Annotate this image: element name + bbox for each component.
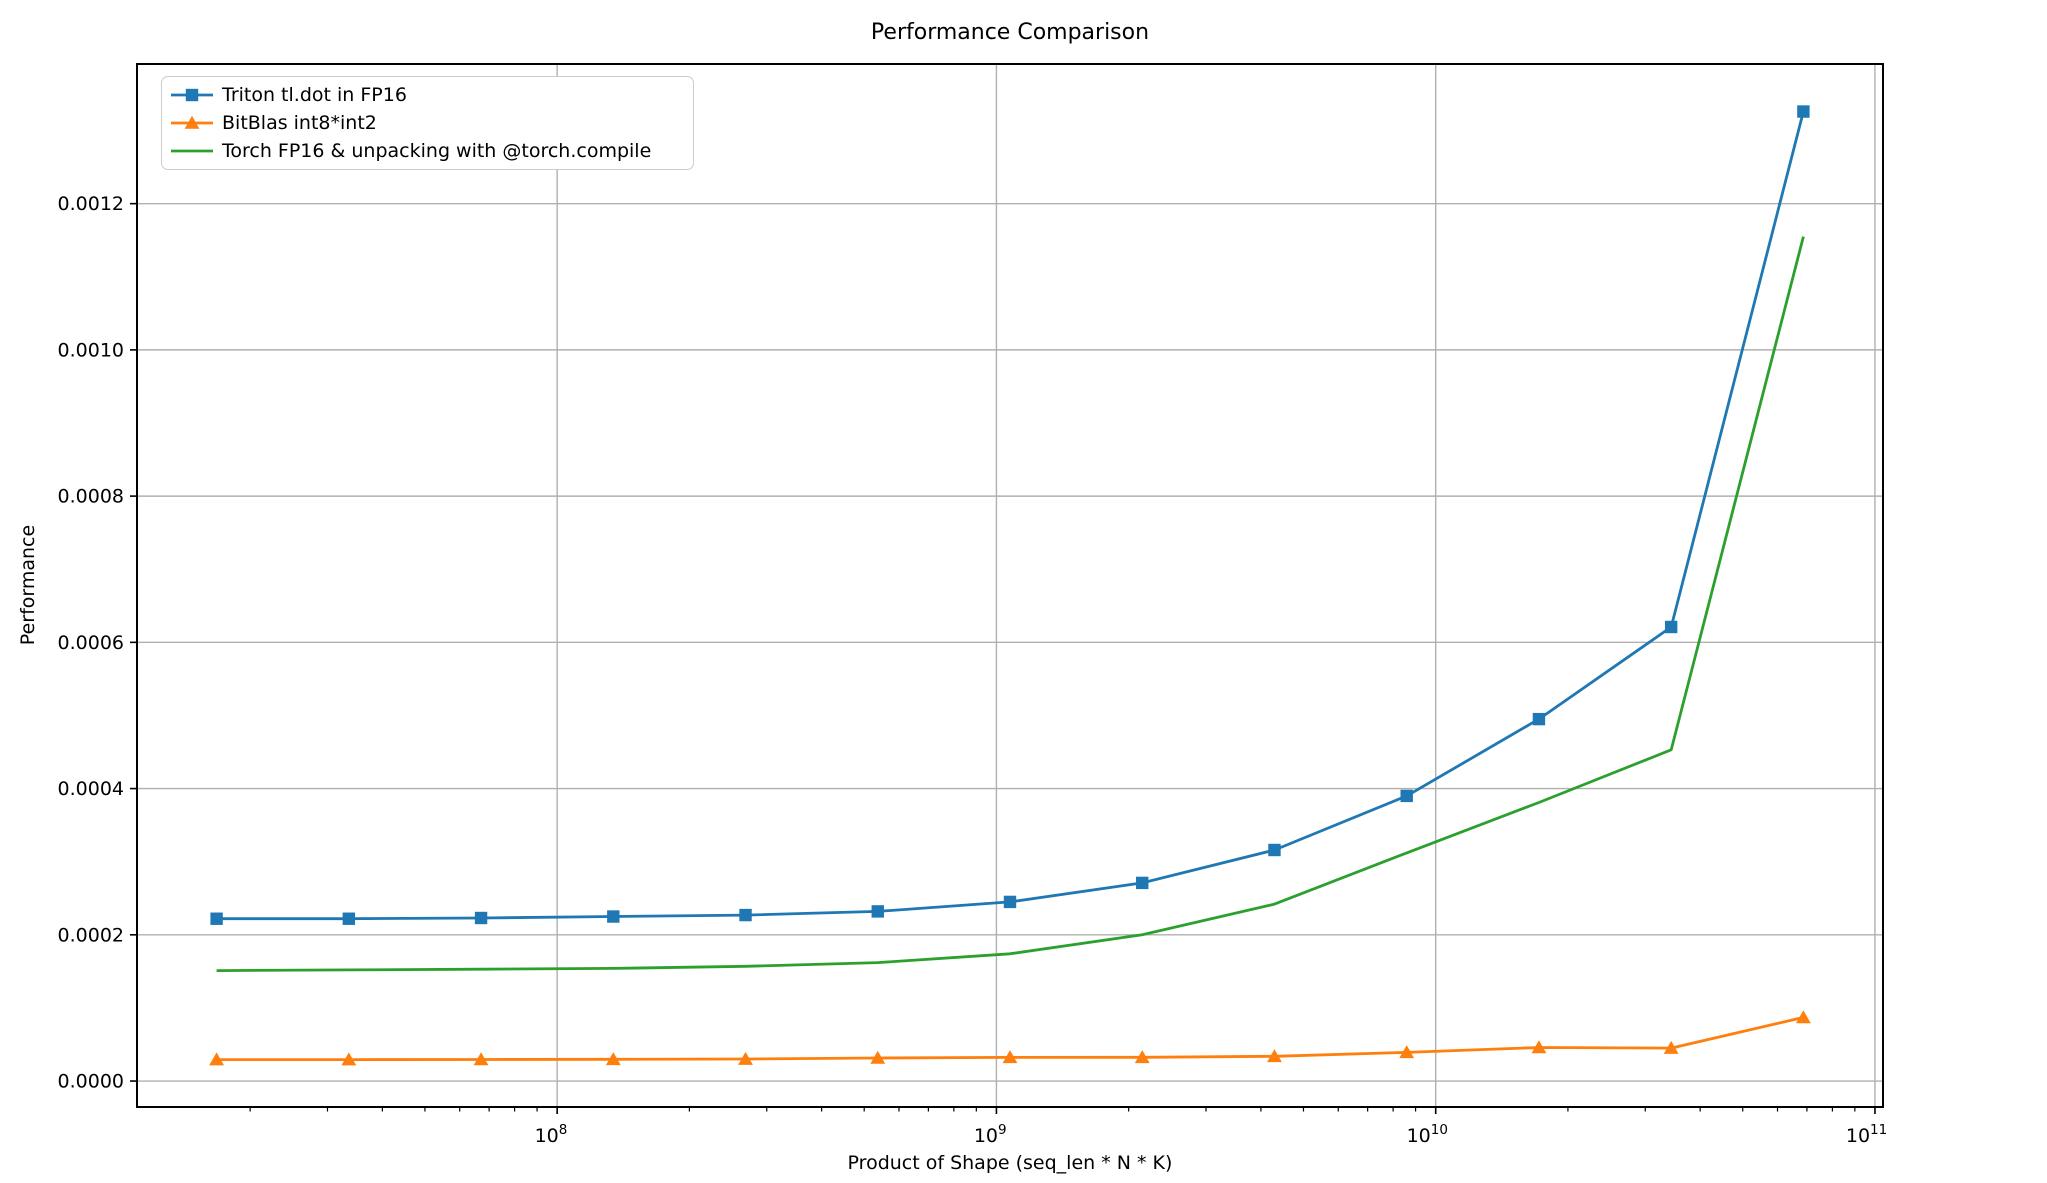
y-axis-label: Performance (17, 524, 39, 646)
legend: Triton tl.dot in FP16 BitBlas int8*int2 To… (161, 76, 694, 170)
legend-item-0: Triton tl.dot in FP16 (169, 81, 685, 109)
legend-swatch-triangle (171, 115, 213, 129)
chart-title: Performance Comparison (870, 20, 1150, 45)
y-tick-label: 0.0012 (58, 193, 124, 215)
data-point-square (739, 908, 752, 922)
data-point-triangle (341, 1052, 357, 1066)
series-line-2 (216, 236, 1805, 972)
data-point-square (210, 912, 223, 925)
legend-label: BitBlas int8*int2 (222, 112, 377, 134)
data-point-triangle (1002, 1050, 1018, 1064)
data-point-triangle (1531, 1040, 1547, 1054)
data-point-triangle (738, 1051, 753, 1065)
x-axis-label: Product of Shape (seq_len * N * K) (847, 1152, 1173, 1174)
series-line-0 (216, 111, 1805, 921)
y-tick-label: 0.0004 (58, 778, 124, 800)
y-tick-label: 0.0002 (58, 924, 124, 946)
x-tick-label: 1010 (1407, 1122, 1448, 1147)
data-point-triangle (473, 1052, 489, 1066)
data-point-square (474, 911, 488, 925)
data-point-square (1003, 895, 1017, 909)
y-tick-label: 0.0000 (58, 1071, 124, 1093)
data-point-triangle (605, 1052, 621, 1066)
legend-item-2: Torch FP16 & unpacking with @torch.compi… (169, 137, 685, 165)
data-point-square (871, 905, 884, 918)
data-point-triangle (1795, 1010, 1811, 1024)
x-tick-label: 108 (535, 1122, 568, 1147)
data-point-square (1400, 789, 1413, 803)
x-tick-label: 1011 (1846, 1122, 1887, 1147)
data-point-square (1664, 620, 1678, 634)
data-point-square (1268, 843, 1281, 857)
axis-frame (136, 63, 1884, 1108)
legend-label: Torch FP16 & unpacking with @torch.compi… (222, 140, 652, 162)
y-tick-label: 0.0006 (58, 632, 124, 654)
data-point-triangle (1134, 1050, 1150, 1064)
y-tick-label: 0.0008 (58, 486, 124, 508)
y-tick-label: 0.0010 (58, 339, 124, 361)
legend-label: Triton tl.dot in FP16 (222, 84, 407, 106)
x-tick-label: 109 (974, 1122, 1007, 1147)
legend-swatch-line (171, 149, 213, 153)
data-point-triangle (1267, 1049, 1282, 1063)
data-point-triangle (1663, 1040, 1679, 1054)
data-point-square (607, 910, 620, 923)
legend-swatch-square (171, 88, 213, 102)
data-point-triangle (870, 1050, 886, 1064)
legend-item-1: BitBlas int8*int2 (169, 109, 685, 137)
data-point-square (1532, 712, 1546, 726)
data-point-square (1136, 876, 1149, 890)
data-point-triangle (1399, 1045, 1415, 1059)
data-point-square (342, 912, 356, 925)
data-point-triangle (209, 1052, 225, 1066)
data-point-square (1797, 105, 1810, 118)
